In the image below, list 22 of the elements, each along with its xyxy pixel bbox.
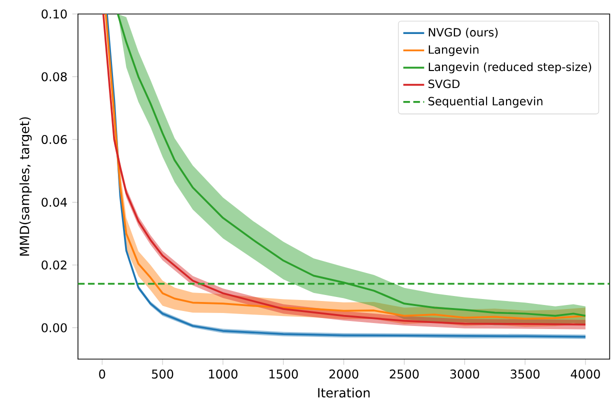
- legend-label: Sequential Langevin: [428, 96, 542, 108]
- x-tick-label: 0: [99, 370, 106, 379]
- y-tick-label: 0.06: [42, 134, 67, 144]
- y-tick-label: 0.00: [42, 323, 67, 332]
- x-tick-label: 2000: [329, 370, 358, 379]
- legend-label: Langevin (reduced step-size): [428, 62, 592, 74]
- y-tick-label: 0.04: [42, 198, 67, 207]
- x-tick-label: 3500: [510, 370, 540, 379]
- x-tick-label: 2500: [390, 370, 419, 379]
- x-axis-title: Iteration: [318, 388, 370, 398]
- x-tick-label: 1500: [269, 370, 298, 379]
- x-tick-label: 500: [152, 370, 174, 379]
- y-tick-label: 0.02: [42, 260, 66, 270]
- legend-label: SVGD: [428, 80, 460, 88]
- x-tick-label: 1000: [209, 370, 238, 379]
- legend-label: NVGD (ours): [428, 28, 498, 38]
- x-tick-label: 4000: [570, 370, 600, 379]
- y-tick-label: 0.10: [42, 9, 67, 19]
- x-tick-label: 3000: [450, 370, 480, 379]
- y-axis-title: MMD(samples, target): [19, 117, 32, 256]
- legend-label: Langevin: [428, 45, 478, 56]
- y-tick-label: 0.08: [42, 72, 67, 82]
